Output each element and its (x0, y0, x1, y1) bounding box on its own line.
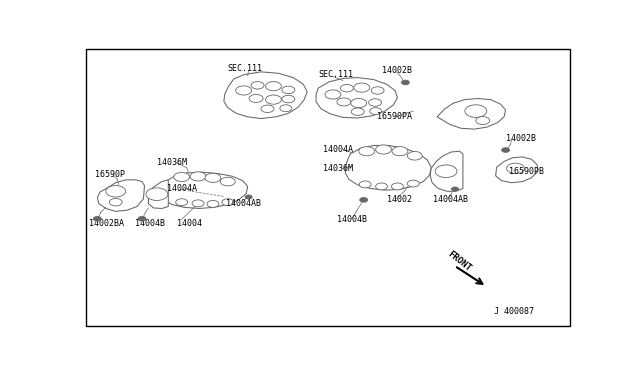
Text: SEC.111: SEC.111 (228, 64, 263, 74)
Circle shape (354, 83, 370, 92)
Polygon shape (346, 145, 431, 190)
Text: 14036M: 14036M (157, 158, 187, 167)
Text: 14004A: 14004A (167, 184, 197, 193)
Circle shape (236, 86, 252, 95)
Circle shape (351, 99, 367, 108)
Circle shape (371, 87, 384, 94)
Circle shape (109, 198, 122, 206)
Circle shape (502, 148, 509, 153)
Text: 14004: 14004 (177, 219, 202, 228)
Polygon shape (437, 99, 506, 129)
Circle shape (392, 183, 403, 190)
Polygon shape (430, 151, 463, 191)
Circle shape (451, 187, 458, 191)
Circle shape (190, 172, 206, 181)
Circle shape (261, 105, 274, 112)
Circle shape (376, 145, 392, 154)
Circle shape (370, 108, 381, 115)
Text: J 400087: J 400087 (494, 307, 534, 316)
Text: 16590PA: 16590PA (376, 112, 412, 121)
Circle shape (176, 199, 188, 206)
Circle shape (359, 147, 374, 156)
Circle shape (205, 173, 221, 182)
Circle shape (222, 199, 234, 206)
Text: 14002B: 14002B (381, 67, 412, 76)
Circle shape (106, 186, 125, 197)
Text: 14004AB: 14004AB (227, 199, 261, 208)
Circle shape (408, 151, 422, 160)
Circle shape (351, 108, 364, 115)
Circle shape (408, 180, 419, 187)
Circle shape (360, 198, 368, 202)
Text: 16590PB: 16590PB (509, 167, 544, 176)
Circle shape (369, 99, 381, 106)
Circle shape (207, 201, 219, 207)
Circle shape (220, 177, 236, 186)
Circle shape (282, 95, 295, 103)
Polygon shape (495, 157, 538, 183)
Polygon shape (316, 78, 397, 118)
Circle shape (337, 98, 351, 106)
Circle shape (507, 163, 524, 173)
Text: 16590P: 16590P (95, 170, 125, 179)
Text: 14004A: 14004A (323, 145, 353, 154)
Circle shape (435, 165, 457, 177)
Text: 14002B: 14002B (506, 134, 536, 143)
Circle shape (401, 80, 410, 85)
Polygon shape (161, 172, 248, 208)
Circle shape (173, 172, 189, 182)
Circle shape (146, 188, 168, 201)
Circle shape (192, 200, 204, 207)
Text: 14002: 14002 (387, 195, 412, 204)
Circle shape (249, 94, 263, 103)
Circle shape (325, 90, 341, 99)
Circle shape (266, 95, 282, 104)
Polygon shape (97, 180, 145, 211)
Circle shape (282, 86, 295, 94)
Text: FRONT: FRONT (446, 250, 473, 273)
Circle shape (359, 181, 371, 188)
Polygon shape (224, 72, 307, 119)
Text: SEC.111: SEC.111 (318, 70, 353, 79)
Circle shape (93, 217, 101, 221)
Polygon shape (148, 180, 168, 208)
Text: 14004B: 14004B (134, 219, 164, 228)
Circle shape (340, 84, 353, 92)
Circle shape (245, 195, 252, 199)
Text: 14004AB: 14004AB (433, 195, 468, 204)
Circle shape (465, 105, 487, 118)
Text: 14002BA: 14002BA (89, 219, 124, 228)
Circle shape (376, 183, 388, 190)
Circle shape (138, 217, 146, 221)
Circle shape (280, 105, 292, 112)
Circle shape (251, 81, 264, 89)
Text: 14004B: 14004B (337, 215, 367, 224)
Circle shape (476, 116, 490, 125)
Text: 14036M: 14036M (323, 164, 353, 173)
Circle shape (392, 147, 408, 156)
Circle shape (266, 81, 282, 91)
